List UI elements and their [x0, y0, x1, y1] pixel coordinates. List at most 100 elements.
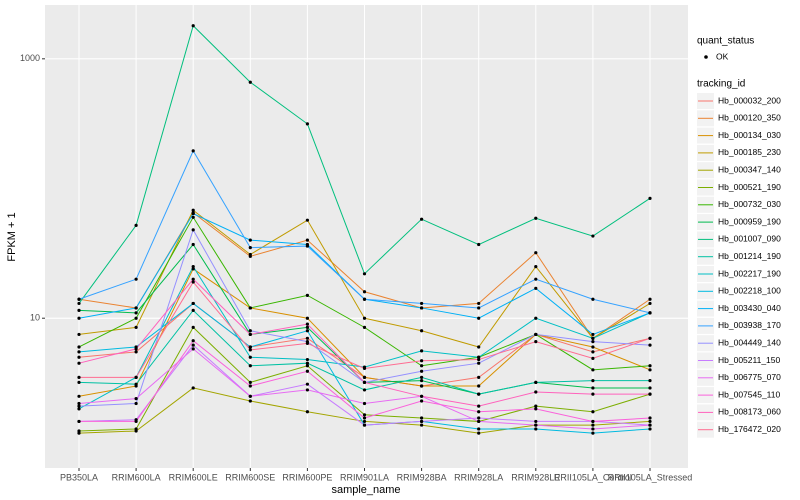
data-point	[248, 306, 252, 310]
data-point	[305, 218, 309, 222]
x-tick-label: RRIM928BA	[397, 472, 447, 482]
data-point	[248, 394, 252, 398]
data-point	[191, 215, 195, 219]
data-point	[77, 394, 81, 398]
data-point	[248, 80, 252, 84]
data-point	[305, 357, 309, 362]
data-point	[191, 325, 195, 329]
data-point	[77, 308, 81, 312]
data-point	[648, 392, 652, 396]
data-point	[305, 322, 309, 326]
y-tick-label: 10	[30, 313, 40, 323]
data-point	[77, 380, 81, 384]
data-point	[134, 277, 138, 281]
data-point	[591, 410, 595, 414]
legend-label: Hb_000032_200	[718, 95, 781, 105]
legend-label: Hb_000185_230	[718, 147, 781, 157]
data-point	[77, 301, 81, 306]
data-point	[648, 301, 652, 306]
data-point	[248, 345, 252, 349]
legend-label: Hb_000521_190	[718, 182, 781, 192]
data-point	[477, 357, 481, 362]
data-point	[77, 429, 81, 433]
data-point	[591, 419, 595, 424]
data-point	[534, 404, 538, 408]
data-point	[305, 410, 309, 414]
data-point	[191, 280, 195, 284]
legend-label: Hb_000120_350	[718, 113, 781, 123]
data-point	[191, 228, 195, 232]
data-point	[305, 364, 309, 368]
data-point	[477, 345, 481, 349]
legend-label: OK	[716, 51, 729, 61]
data-point	[534, 216, 538, 220]
data-point	[134, 427, 138, 431]
y-axis-title: FPKM + 1	[6, 212, 18, 261]
data-point	[477, 316, 481, 320]
x-tick-label: RRII105LA_Stressed	[608, 472, 693, 482]
data-point	[648, 364, 652, 368]
data-point	[591, 368, 595, 372]
data-point	[534, 380, 538, 384]
data-point	[648, 386, 652, 390]
data-point	[477, 419, 481, 424]
data-point	[77, 407, 81, 411]
data-point	[362, 316, 367, 320]
data-point	[648, 343, 652, 347]
data-point	[305, 238, 309, 242]
data-point	[191, 277, 195, 281]
data-point	[305, 388, 309, 392]
data-point	[191, 347, 195, 351]
data-point	[591, 336, 595, 340]
x-axis-title: sample_name	[331, 484, 400, 496]
data-point	[134, 401, 138, 406]
data-point	[362, 290, 367, 294]
data-point	[420, 379, 424, 383]
x-tick-label: RRIM901LA	[340, 472, 389, 482]
data-point	[477, 375, 481, 379]
data-point	[248, 252, 252, 257]
data-point	[420, 329, 424, 333]
data-point	[77, 404, 81, 408]
data-point	[77, 361, 81, 365]
legend-label: Hb_003938_170	[718, 320, 781, 330]
data-point	[477, 416, 481, 420]
data-point	[77, 355, 81, 359]
data-point	[305, 341, 309, 345]
data-point	[534, 423, 538, 427]
data-point	[591, 356, 595, 360]
data-point	[420, 217, 424, 221]
legend-label: Hb_002218_100	[718, 286, 781, 296]
data-point	[305, 316, 309, 320]
data-point	[648, 416, 652, 420]
data-point	[305, 382, 309, 386]
legend-label: Hb_000347_140	[718, 164, 781, 174]
legend-title: quant_status	[697, 36, 754, 47]
data-point	[305, 293, 309, 297]
data-point	[77, 401, 81, 406]
data-point	[420, 384, 424, 388]
data-point	[362, 423, 367, 427]
data-point	[420, 375, 424, 379]
data-point	[591, 427, 595, 431]
data-point	[191, 242, 195, 247]
legend-label: Hb_005211_150	[718, 355, 781, 365]
data-point	[362, 325, 367, 329]
data-point	[420, 349, 424, 353]
legend-label: Hb_001214_190	[718, 251, 781, 261]
data-point	[77, 375, 81, 379]
legend-label: Hb_006775_070	[718, 372, 781, 382]
data-point	[534, 427, 538, 431]
data-point	[477, 361, 481, 365]
data-point	[591, 386, 595, 390]
data-point	[248, 399, 252, 403]
data-point	[134, 306, 138, 310]
data-point	[477, 242, 481, 247]
data-point	[534, 251, 538, 255]
data-point	[477, 431, 481, 435]
data-point	[534, 407, 538, 411]
data-point	[420, 416, 424, 420]
data-point	[248, 246, 252, 250]
data-point	[362, 416, 367, 420]
